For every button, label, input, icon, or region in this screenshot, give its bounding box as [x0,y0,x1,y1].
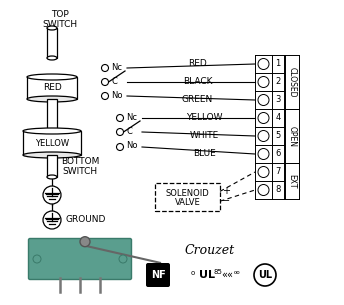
Text: 7: 7 [275,167,281,177]
Text: YELLOW: YELLOW [35,138,69,148]
FancyBboxPatch shape [47,28,57,58]
Circle shape [80,237,90,247]
Ellipse shape [23,128,81,134]
Text: EXT: EXT [288,174,297,188]
Circle shape [43,186,61,204]
Text: GREEN: GREEN [182,95,213,103]
Ellipse shape [23,152,81,158]
FancyBboxPatch shape [47,99,57,131]
FancyBboxPatch shape [23,131,81,155]
Text: NF: NF [151,270,165,280]
FancyBboxPatch shape [155,183,220,211]
Ellipse shape [27,74,77,80]
Text: GROUND: GROUND [66,216,106,224]
Circle shape [117,114,123,121]
Text: Nc: Nc [127,113,138,121]
Text: C: C [127,127,132,135]
Circle shape [258,113,269,124]
FancyBboxPatch shape [47,155,57,177]
Text: 1: 1 [276,59,281,69]
Text: o: o [191,270,195,276]
Text: No: No [127,142,138,150]
FancyBboxPatch shape [27,77,77,99]
Ellipse shape [47,175,57,179]
Text: RED: RED [188,59,207,67]
Text: Crouzet: Crouzet [185,243,235,257]
Circle shape [117,128,123,135]
Circle shape [119,255,127,263]
Text: OPEN: OPEN [288,125,297,146]
Circle shape [101,92,108,99]
Circle shape [258,95,269,106]
Text: ««: «« [221,270,233,280]
Circle shape [101,64,108,71]
FancyBboxPatch shape [146,263,170,287]
Text: BLACK: BLACK [183,77,212,85]
Circle shape [43,211,61,229]
Circle shape [258,149,269,160]
Circle shape [258,131,269,142]
Text: UL: UL [258,270,272,280]
Text: oo: oo [234,270,240,274]
Circle shape [258,77,269,88]
Text: WHITE: WHITE [190,131,219,139]
Text: 85: 85 [213,269,222,275]
Text: No: No [111,91,123,99]
Text: RED: RED [43,84,61,92]
Text: YELLOW: YELLOW [186,113,223,121]
FancyBboxPatch shape [29,239,131,279]
Text: +: + [222,186,230,196]
Circle shape [101,78,108,85]
Text: VALVE: VALVE [175,198,200,206]
Circle shape [33,255,41,263]
Circle shape [254,264,276,286]
Circle shape [258,185,269,196]
Text: 8: 8 [275,185,281,195]
Circle shape [258,59,269,70]
Text: 3: 3 [275,95,281,105]
Text: BLUE: BLUE [193,149,216,157]
Ellipse shape [47,56,57,60]
Ellipse shape [47,26,57,30]
Circle shape [117,143,123,150]
Text: 4: 4 [276,113,281,123]
Circle shape [258,167,269,178]
Text: 5: 5 [276,131,281,141]
Text: 6: 6 [275,149,281,159]
Text: TOP
SWITCH: TOP SWITCH [42,10,77,29]
Text: BOTTOM
SWITCH: BOTTOM SWITCH [61,157,99,176]
Text: UL: UL [199,270,215,280]
Ellipse shape [27,96,77,102]
Text: Nc: Nc [111,63,122,71]
Text: SOLENOID: SOLENOID [165,189,209,198]
Text: −: − [222,196,230,206]
Text: CLOSED: CLOSED [288,67,297,97]
Text: C: C [111,77,117,85]
Text: 2: 2 [276,77,281,87]
